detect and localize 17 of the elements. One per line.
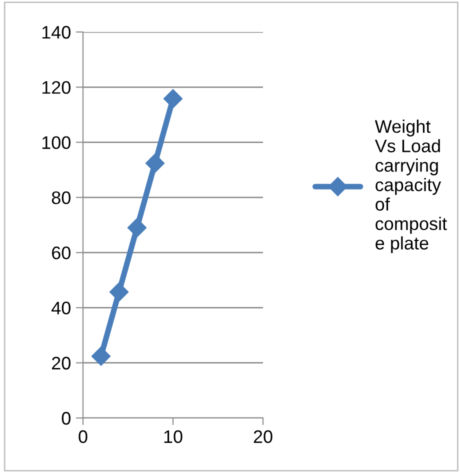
y-tick-label: 120 <box>42 81 70 94</box>
legend-label: Weight Vs Load carrying capacity of composit e plate <box>374 120 447 254</box>
y-tick-label: 0 <box>62 412 70 425</box>
x-tick-label: 0 <box>78 430 88 444</box>
y-tick-label: 40 <box>52 302 70 314</box>
y-tick-label: 100 <box>42 136 70 150</box>
y-tick-label: 140 <box>42 26 70 39</box>
y-tick-label: 80 <box>52 191 70 204</box>
point <box>91 346 111 366</box>
y-tick-label: 60 <box>52 246 70 260</box>
point <box>109 282 129 302</box>
point <box>145 154 165 173</box>
x-tick-label: 10 <box>164 430 182 444</box>
y-tick-label: 20 <box>52 356 70 370</box>
x-tick-label: 20 <box>254 430 272 444</box>
point <box>163 89 183 108</box>
point <box>127 218 147 238</box>
